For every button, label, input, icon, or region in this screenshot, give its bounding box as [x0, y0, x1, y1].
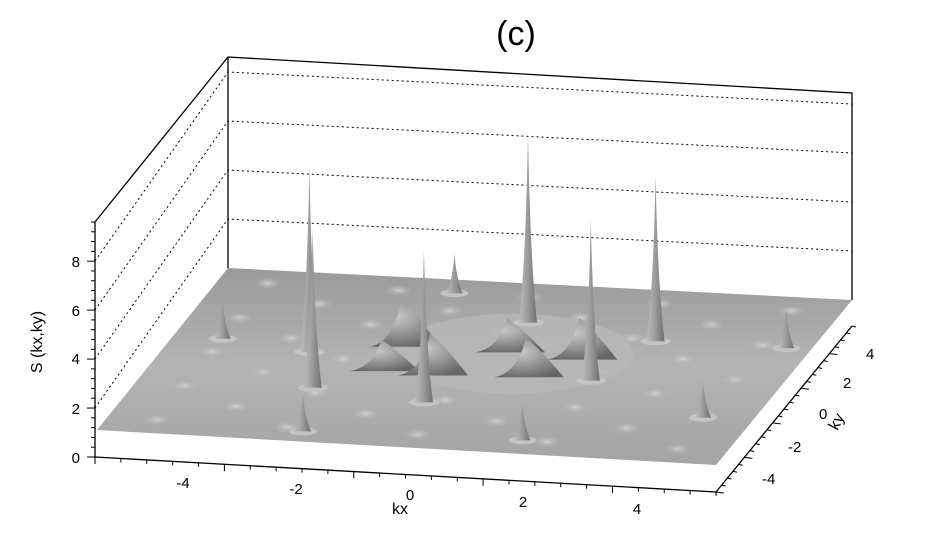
y-minor-tick — [761, 436, 766, 439]
y-minor-tick — [834, 346, 840, 349]
surface-ripple — [561, 401, 590, 414]
surface-peak — [695, 380, 712, 418]
ring-humps — [349, 300, 634, 394]
y-minor-tick — [823, 360, 828, 363]
surface-peak — [778, 308, 795, 349]
y-minor-tick — [817, 367, 823, 369]
surface-ripple — [198, 345, 227, 358]
surface-ripple — [663, 443, 692, 456]
y-minor-tick — [800, 387, 810, 390]
surface-peak — [581, 218, 600, 381]
y-minor-tick — [795, 394, 800, 397]
y-minor-tick — [789, 401, 794, 404]
ring-hump — [546, 317, 618, 360]
surface-ripple — [253, 277, 282, 290]
y-minor-tick — [766, 429, 772, 432]
y-minor-tick — [840, 339, 845, 342]
surface-ripple — [352, 407, 381, 420]
x-tick-label: 2 — [519, 494, 527, 511]
surface-peak — [303, 228, 322, 388]
z-tick-label: 0 — [72, 450, 80, 467]
x-tick-label: 0 — [406, 487, 414, 504]
ring-hump — [493, 338, 564, 378]
y-minor-tick — [812, 373, 817, 376]
z-gridline — [94, 71, 853, 262]
y-minor-tick — [829, 353, 838, 356]
surface-peak — [446, 254, 463, 294]
surface-ripple — [170, 379, 199, 392]
surface-ripple — [482, 414, 511, 427]
surface-peak — [514, 403, 531, 441]
y-tick-label: -2 — [788, 439, 801, 456]
y-tick-label: -4 — [762, 471, 775, 488]
surface-ripple — [777, 304, 806, 317]
surface-ripple — [143, 413, 172, 426]
y-minor-tick — [778, 415, 783, 418]
y-tick-label: 0 — [819, 406, 827, 423]
surface-ripple — [697, 318, 726, 331]
y-ticks: 4 2 0 -2 -4 — [762, 346, 874, 488]
z-tick-label: 6 — [72, 303, 80, 320]
surface-ripple — [249, 366, 278, 379]
surface-ripple — [403, 428, 432, 441]
y-minor-tick — [755, 443, 760, 446]
z-gridline — [94, 120, 853, 311]
surface-peak — [518, 131, 537, 323]
y-minor-tick — [738, 463, 743, 466]
y-tick-label: 2 — [843, 375, 851, 392]
ring-hump — [397, 333, 469, 376]
y-minor-tick — [721, 484, 726, 487]
z-gridline — [94, 218, 853, 409]
y-minor-tick — [846, 332, 851, 335]
z-tick-label: 8 — [72, 254, 80, 271]
surface-peaks — [208, 131, 801, 445]
x-tick-label: -4 — [176, 475, 189, 492]
surface-peak — [295, 394, 312, 432]
surface-ripple — [669, 353, 698, 366]
surface-ripple — [748, 339, 777, 352]
y-tick-label: 4 — [866, 346, 874, 363]
z-tick-label: 2 — [72, 401, 80, 418]
surface-ripple — [277, 332, 306, 345]
x-axis-label: kx — [392, 501, 408, 518]
z-tick-label: 4 — [72, 351, 80, 368]
x-tick-label: -2 — [289, 481, 302, 498]
ring-hump — [349, 339, 420, 372]
y-minor-tick — [744, 456, 753, 459]
minor-ticks — [87, 221, 857, 496]
surface-ripple — [384, 284, 413, 297]
surface-peak — [646, 174, 665, 342]
y-minor-tick — [732, 470, 738, 473]
chart-title: (c) — [496, 15, 536, 53]
y-minor-tick — [772, 422, 781, 425]
y-minor-tick — [806, 380, 811, 383]
z-gridlines — [94, 71, 853, 409]
back-wall-frame — [94, 56, 853, 300]
y-minor-tick — [727, 477, 732, 480]
y-minor-tick — [749, 450, 755, 452]
surface-ripple — [612, 422, 641, 435]
surface-ripple — [221, 400, 250, 413]
surface-ripple — [640, 387, 669, 400]
surface-ripple — [720, 373, 749, 386]
surface-peak — [214, 301, 231, 339]
surface-ripple — [356, 318, 385, 331]
y-minor-tick — [715, 491, 725, 494]
z-axis-label: S (kx,ky) — [29, 311, 46, 373]
surface-peak — [414, 247, 433, 403]
surface-ripple — [225, 311, 254, 324]
z-ticks: 0 2 4 6 8 — [72, 254, 80, 467]
y-minor-tick — [851, 325, 857, 328]
surface-ripple — [328, 352, 357, 365]
surface-ripple — [533, 435, 562, 448]
surface-ripple — [435, 304, 464, 317]
x-tick-label: 4 — [633, 501, 641, 518]
y-axis-label: ky — [826, 411, 849, 433]
x-ticks: -4 -2 0 2 4 — [176, 475, 641, 518]
z-gridline — [94, 169, 853, 360]
y-minor-tick — [783, 408, 789, 411]
